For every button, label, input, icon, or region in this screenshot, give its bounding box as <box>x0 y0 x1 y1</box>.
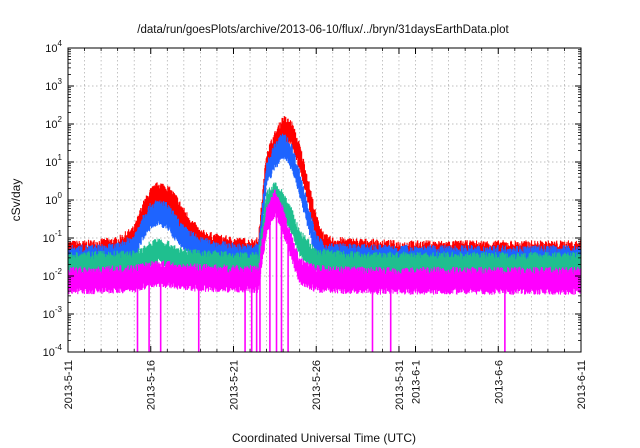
x-axis-label: Coordinated Universal Time (UTC) <box>232 431 416 445</box>
y-tick-base: 10 <box>43 347 55 359</box>
y-tick-label: 101 <box>45 153 62 169</box>
y-tick-base: 10 <box>45 157 57 169</box>
x-tick-label: 2013-5-16 <box>146 360 158 410</box>
y-tick-exponent: -4 <box>55 343 63 352</box>
y-tick-label: 103 <box>45 77 62 93</box>
y-tick-exponent: 4 <box>58 39 63 48</box>
series-line <box>68 189 581 295</box>
y-tick-label: 10-4 <box>43 343 63 359</box>
x-tick-label: 2013-6-6 <box>493 360 505 404</box>
y-tick-exponent: 3 <box>58 77 63 86</box>
x-tick-label: 2013-5-31 <box>394 360 406 410</box>
y-tick-base: 10 <box>43 309 55 321</box>
x-tick-label: 2013-6-1 <box>411 360 423 404</box>
x-tick-label: 2013-5-21 <box>228 360 240 410</box>
chart-title: /data/run/goesPlots/archive/2013-06-10/f… <box>137 24 509 36</box>
y-tick-label: 100 <box>45 191 62 207</box>
y-tick-exponent: -3 <box>55 305 63 314</box>
y-tick-exponent: -1 <box>55 229 63 238</box>
y-tick-label: 10-3 <box>43 305 63 321</box>
y-tick-base: 10 <box>45 195 57 207</box>
y-axis-label: cSv/day <box>9 179 23 222</box>
y-tick-exponent: 2 <box>58 115 63 124</box>
y-tick-exponent: 1 <box>58 153 63 162</box>
y-tick-label: 104 <box>45 39 62 55</box>
y-tick-label: 10-1 <box>43 229 63 245</box>
y-tick-label: 102 <box>45 115 62 131</box>
series-group <box>68 116 581 352</box>
series-3 <box>68 182 581 280</box>
y-tick-base: 10 <box>45 43 57 55</box>
series-line <box>68 182 581 280</box>
y-tick-label: 10-2 <box>43 267 63 283</box>
y-tick-exponent: -2 <box>55 267 63 276</box>
x-tick-label: 2013-6-11 <box>576 360 588 409</box>
series-4 <box>68 189 581 352</box>
y-tick-base: 10 <box>45 81 57 93</box>
x-tick-label: 2013-5-11 <box>63 360 75 409</box>
y-tick-exponent: 0 <box>58 191 63 200</box>
x-tick-label: 2013-5-26 <box>311 360 323 410</box>
y-tick-base: 10 <box>45 119 57 131</box>
y-tick-base: 10 <box>43 233 55 245</box>
x-axis: 2013-5-11 2013-5-16 2013-5-21 2013-5-26 2013… <box>63 48 588 410</box>
y-tick-base: 10 <box>43 271 55 283</box>
